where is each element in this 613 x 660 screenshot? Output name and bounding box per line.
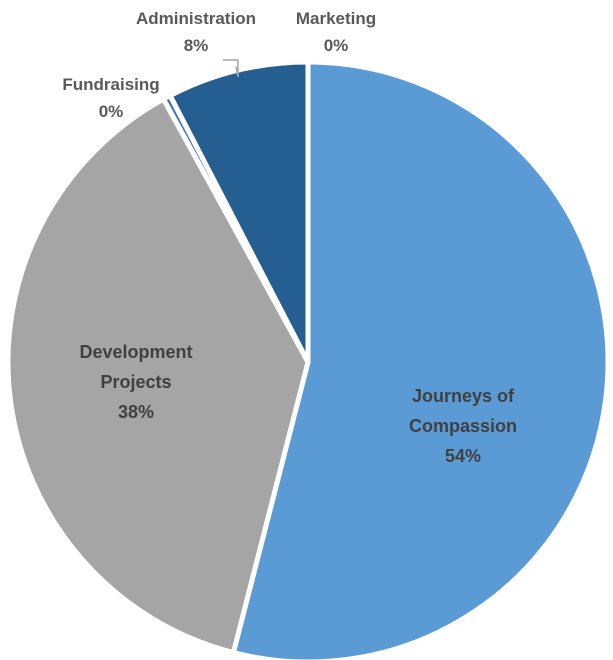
data-label-journeys-of-compassion: Journeys of xyxy=(412,386,515,406)
data-label-marketing: Marketing xyxy=(296,9,376,28)
data-labels: Journeys of Compassion 54% Development Proje… xyxy=(62,9,517,466)
data-label-journeys-of-compassion: Compassion xyxy=(409,416,517,436)
data-label-pct-administration: 8% xyxy=(184,36,209,55)
data-label-administration: Administration xyxy=(136,9,256,28)
data-label-pct-development-projects: 38% xyxy=(118,402,154,422)
data-label-development-projects: Development xyxy=(79,342,192,362)
leader-line-administration xyxy=(223,59,239,78)
data-label-pct-marketing: 0% xyxy=(324,36,349,55)
data-label-development-projects: Projects xyxy=(100,372,171,392)
pie-slice-journeys-of-compassion xyxy=(230,59,611,660)
data-label-fundraising: Fundraising xyxy=(62,75,159,94)
pie-slice-development-projects xyxy=(5,96,311,656)
data-label-pct-fundraising: 0% xyxy=(99,102,124,121)
pie-slices xyxy=(5,59,611,660)
leader-lines xyxy=(223,59,239,78)
data-label-pct-journeys-of-compassion: 54% xyxy=(445,446,481,466)
